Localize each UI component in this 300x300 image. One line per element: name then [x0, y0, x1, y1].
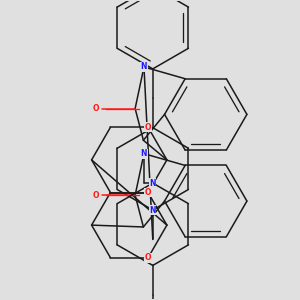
Text: N: N [149, 206, 156, 214]
Text: N: N [141, 62, 147, 71]
Text: O: O [93, 191, 100, 200]
Text: O: O [93, 104, 100, 113]
Text: O: O [145, 188, 151, 197]
Text: O: O [145, 188, 151, 197]
Text: O: O [145, 123, 151, 132]
Text: N: N [141, 149, 147, 158]
Text: O: O [145, 253, 151, 262]
Text: N: N [149, 178, 156, 188]
